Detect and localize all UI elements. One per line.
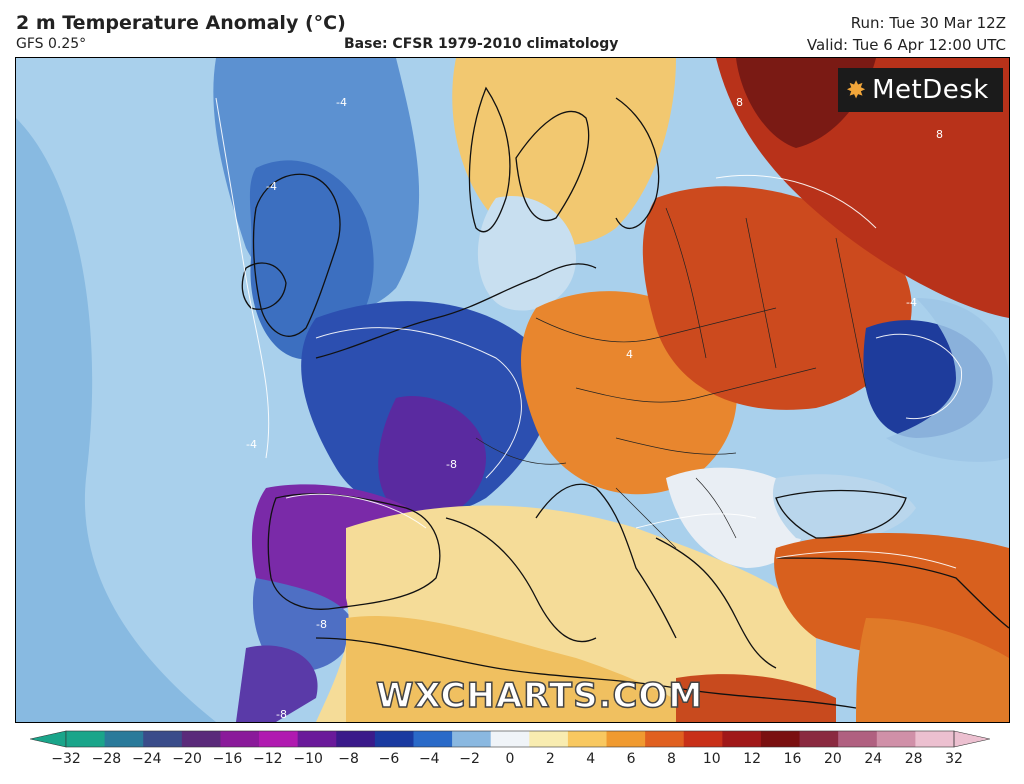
- contour-labels: -4 -4 -8 -8 -8 8 8 -4 4 -4: [246, 96, 943, 721]
- colorbar-segment: [297, 731, 337, 747]
- colorbar-border: [65, 730, 955, 748]
- colorbar-tick-label: −24: [131, 751, 162, 767]
- colorbar-segment: [490, 731, 530, 747]
- colorbar-tick-label: 12: [743, 751, 762, 767]
- colorbar-segment: [799, 731, 839, 747]
- colorbar-tick-label: −16: [212, 751, 243, 767]
- colorbar-arrow-high: [953, 730, 991, 748]
- svg-text:-8: -8: [446, 458, 457, 471]
- colorbar-segment: [104, 731, 144, 747]
- colorbar-tick-label: 4: [586, 751, 596, 767]
- colorbar-segment: [567, 731, 608, 747]
- colorbar-tick-label: 6: [626, 751, 636, 767]
- colorbar-segment: [683, 731, 723, 747]
- colorbar-segment: [181, 731, 221, 747]
- colorbar-tick-label: −12: [253, 751, 283, 767]
- colorbar-segment: [66, 731, 106, 747]
- region-egypt-hot: [676, 674, 836, 722]
- colorbar-tick-label: −4: [418, 751, 440, 767]
- colorbar-tick-label: −28: [91, 751, 122, 767]
- colorbar-arrow-low: [29, 730, 67, 748]
- colorbar-tick-label: 20: [823, 751, 842, 767]
- colorbar-tick-label: −10: [293, 751, 323, 767]
- colorbar-tick-label: −6: [378, 751, 400, 767]
- metdesk-logo: ✸ MetDesk: [838, 68, 1003, 112]
- metdesk-star-icon: ✸: [846, 76, 867, 104]
- colorbar-svg: [29, 730, 991, 748]
- svg-text:-8: -8: [276, 708, 287, 721]
- colorbar-segment: [336, 731, 376, 747]
- colorbar-tick-label: 10: [702, 751, 721, 767]
- region-scandinavia-cool: [477, 196, 576, 311]
- map-canvas: -4 -4 -8 -8 -8 8 8 -4 4 -4: [16, 58, 1009, 722]
- region-north-africa-warm: [346, 616, 716, 722]
- country-borders: [475, 207, 867, 549]
- colorbar-tick-label: −8: [338, 751, 359, 767]
- colorbar-segment: [452, 731, 492, 747]
- svg-text:8: 8: [736, 96, 743, 109]
- valid-time: Valid: Tue 6 Apr 12:00 UTC: [806, 36, 1006, 54]
- colorbar-segment: [143, 731, 183, 747]
- region-levant-warm: [856, 618, 1009, 722]
- coastlines: [241, 86, 1009, 709]
- colorbar-segment: [220, 731, 260, 747]
- model-label: GFS 0.25°: [16, 36, 87, 52]
- colorbar-segment: [838, 731, 878, 747]
- colorbar-tick-label: −20: [172, 751, 202, 767]
- region-east-europe-hot: [642, 186, 912, 410]
- colorbar-tick-label: 0: [505, 751, 515, 767]
- colorbar-tick-label: −2: [459, 751, 480, 767]
- region-black-sea-cool: [772, 474, 916, 542]
- colorbar: −32 −28 −24 −20 −16 −12 −10 −8 −6 −4 −2 0 2 4 6 8 10 12 16…: [29, 729, 991, 779]
- colorbar-segment: [529, 731, 569, 747]
- chart-title: 2 m Temperature Anomaly (°C): [16, 12, 346, 34]
- colorbar-segment: [915, 731, 955, 747]
- svg-text:-4: -4: [336, 96, 347, 109]
- svg-text:-4: -4: [266, 180, 277, 193]
- region-morocco-cold: [236, 645, 318, 722]
- climatology-label: Base: CFSR 1979-2010 climatology: [344, 36, 619, 52]
- colorbar-segment: [374, 731, 414, 747]
- svg-text:-4: -4: [246, 438, 257, 451]
- colorbar-tick-label: −32: [51, 751, 81, 767]
- colorbar-segment: [645, 731, 685, 747]
- region-russia-cold-ring: [886, 298, 1009, 462]
- colorbar-tick-label: 16: [783, 751, 802, 767]
- colorbar-tick-label: 24: [864, 751, 883, 767]
- run-time: Run: Tue 30 Mar 12Z: [850, 14, 1006, 32]
- colorbar-segment: [876, 731, 916, 747]
- anomaly-contours: [215, 97, 962, 569]
- svg-text:-8: -8: [316, 618, 327, 631]
- svg-text:4: 4: [626, 348, 633, 361]
- svg-text:8: 8: [936, 128, 943, 141]
- region-balkans-cool: [666, 467, 808, 568]
- colorbar-segment: [722, 731, 762, 747]
- colorbar-segment: [259, 731, 299, 747]
- region-france-very-cold: [378, 396, 486, 520]
- colorbar-tick-label: 28: [904, 751, 923, 767]
- region-turkey-warm: [774, 533, 1009, 662]
- colorbar-segment: [413, 731, 453, 747]
- colorbar-segment: [760, 731, 801, 747]
- anomaly-map[interactable]: -4 -4 -8 -8 -8 8 8 -4 4 -4 ✸ MetDesk WXC…: [15, 57, 1010, 723]
- colorbar-tick-label: 8: [666, 751, 676, 767]
- logo-text: MetDesk: [872, 75, 989, 105]
- colorbar-segment: [606, 731, 646, 747]
- colorbar-tick-label: 2: [545, 751, 555, 767]
- wxcharts-watermark: WXCHARTS.COM: [375, 675, 704, 717]
- region-atlantic-deep: [16, 118, 216, 722]
- colorbar-tick-label: 32: [945, 751, 963, 767]
- svg-text:-4: -4: [906, 296, 917, 309]
